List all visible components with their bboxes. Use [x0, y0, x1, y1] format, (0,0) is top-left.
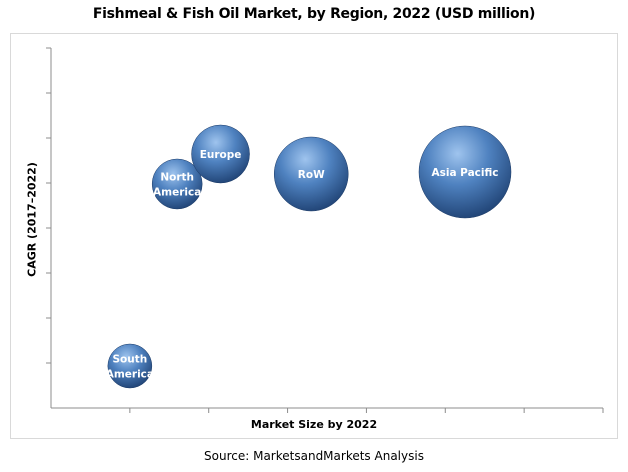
bubble [418, 125, 512, 219]
x-axis-label: Market Size by 2022 [250, 418, 378, 431]
axes [46, 47, 604, 413]
bubble-label: South America [106, 354, 154, 381]
bubbles: South America North America Europe RoW Asia Pa… [106, 124, 512, 389]
bubble-label: North America [153, 172, 201, 199]
chart-title: Fishmeal & Fish Oil Market, by Region, 2… [92, 6, 536, 22]
bubble [191, 124, 250, 184]
y-axis-label: CAGR (2017–2022) [25, 162, 39, 277]
source-note: Source: MarketsandMarkets Analysis [204, 449, 424, 463]
bubble [273, 136, 349, 212]
bubble-label: RoW [298, 169, 325, 181]
chart-frame [10, 33, 618, 439]
bubble [107, 343, 153, 389]
bubble-label: Asia Pacific [431, 167, 498, 179]
bubble-label: Europe [200, 149, 242, 161]
bubble [151, 158, 203, 210]
